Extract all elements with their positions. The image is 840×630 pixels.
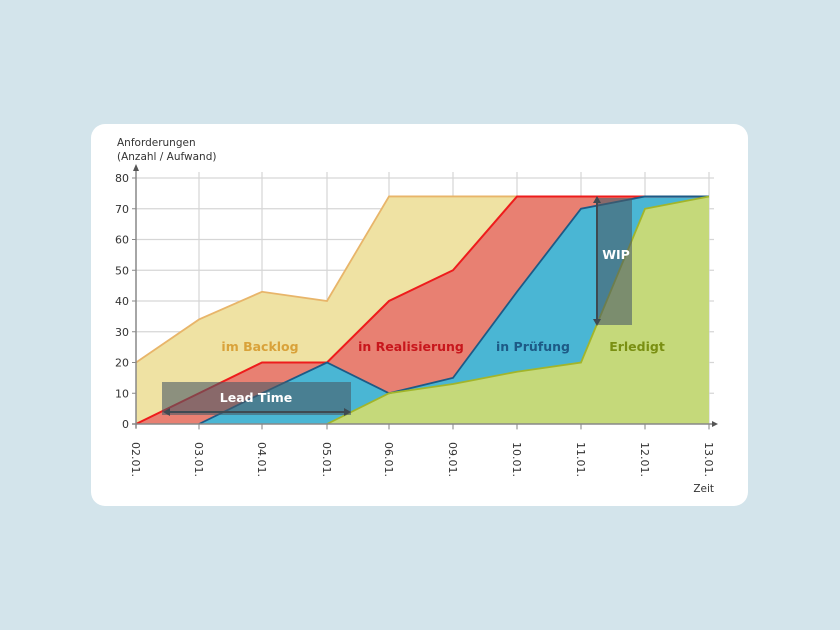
line-erledigt bbox=[326, 195, 710, 425]
y-axis-label-line2: (Anzahl / Aufwand) bbox=[117, 151, 216, 163]
x-tick-label: 04.01. bbox=[255, 442, 268, 477]
line-in-realisierung bbox=[135, 195, 709, 425]
y-tick-label: 50 bbox=[115, 264, 129, 277]
x-tick-label: 09.01. bbox=[446, 442, 459, 477]
arrow-up-icon bbox=[593, 196, 601, 203]
x-tick-label: 13.01. bbox=[702, 442, 715, 477]
x-tick-label: 02.01. bbox=[129, 442, 142, 477]
x-tick-label: 11.01. bbox=[574, 442, 587, 477]
annotations: Lead Time WIP bbox=[162, 196, 632, 416]
area-label: im Backlog bbox=[221, 339, 298, 354]
wip-box bbox=[598, 198, 632, 325]
chart-areas bbox=[135, 195, 710, 425]
y-tick-label: 40 bbox=[115, 295, 129, 308]
x-tick-label: 03.01. bbox=[192, 442, 205, 477]
x-tick-label: 10.01. bbox=[510, 442, 523, 477]
arrow-left-icon bbox=[163, 408, 170, 416]
y-tick-label: 10 bbox=[115, 387, 129, 400]
x-tick-label: 05.01. bbox=[320, 442, 333, 477]
area-erledigt bbox=[327, 196, 709, 424]
y-tick-label: 0 bbox=[122, 418, 129, 431]
x-axis-arrow-icon bbox=[712, 421, 718, 427]
y-tick-label: 80 bbox=[115, 172, 129, 185]
area-label: Erledigt bbox=[609, 339, 665, 354]
x-tick-label: 06.01. bbox=[382, 442, 395, 477]
x-axis-ticks: 02.01. 03.01. 04.01. 05.01. 06.01. 09.01. 10.0… bbox=[129, 424, 715, 477]
area-label: in Realisierung bbox=[358, 339, 464, 354]
y-axis-arrow-icon bbox=[133, 164, 139, 171]
x-axis-label: Zeit bbox=[693, 483, 714, 495]
y-tick-label: 60 bbox=[115, 234, 129, 247]
y-tick-label: 30 bbox=[115, 326, 129, 339]
area-labels: im Backlog in Realisierung in Prüfung Erled… bbox=[221, 339, 664, 354]
lead-time-box bbox=[162, 382, 351, 415]
x-tick-label: 12.01. bbox=[638, 442, 651, 477]
arrow-right-icon bbox=[344, 408, 351, 416]
area-label: in Prüfung bbox=[496, 339, 570, 354]
arrow-down-icon bbox=[593, 319, 601, 326]
y-axis-label-line1: Anforderungen bbox=[117, 137, 196, 149]
axes bbox=[132, 164, 718, 428]
lead-time-label: Lead Time bbox=[220, 390, 293, 405]
y-tick-label: 20 bbox=[115, 357, 129, 370]
y-tick-label: 70 bbox=[115, 203, 129, 216]
y-axis-ticks: 0 10 20 30 40 50 60 70 80 bbox=[115, 172, 136, 431]
wip-label: WIP bbox=[602, 247, 630, 262]
